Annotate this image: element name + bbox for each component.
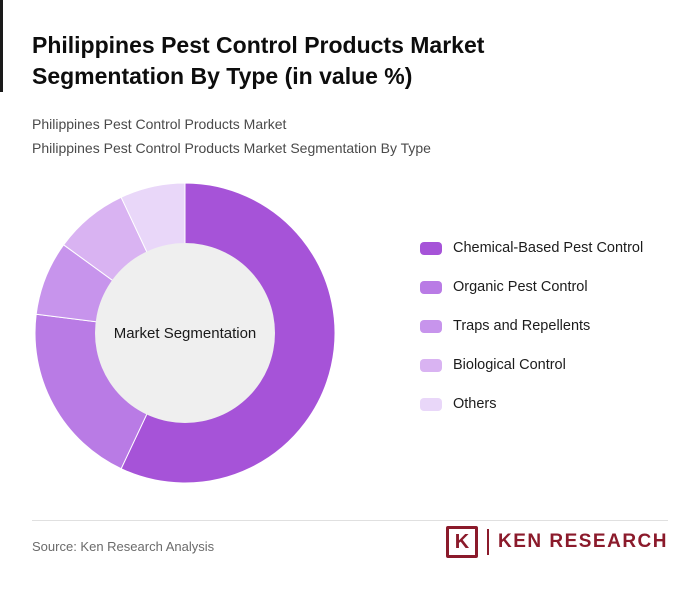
subtitle-line-2: Philippines Pest Control Products Market… [32,139,431,156]
donut-chart-svg [34,182,336,484]
legend-swatch-chemical [420,241,442,255]
legend-item-traps: Traps and Repellents [420,318,643,334]
chart-legend: Chemical-Based Pest Control Organic Pest… [420,240,643,412]
footer-divider [32,520,668,521]
subtitle-line-1: Philippines Pest Control Products Market [32,116,287,132]
legend-item-organic: Organic Pest Control [420,279,643,295]
legend-item-chemical: Chemical-Based Pest Control [420,240,643,256]
legend-swatch-biological [420,358,442,372]
legend-swatch-traps [420,319,442,333]
page-title: Philippines Pest Control Products Market… [32,32,485,90]
legend-label-traps: Traps and Repellents [453,318,591,334]
left-accent-bar [0,0,3,92]
legend-label-others: Others [453,396,497,412]
legend-label-chemical: Chemical-Based Pest Control [453,240,644,256]
logo-wordmark: KEN RESEARCH [497,531,668,552]
ken-research-logo: K KEN RESEARCH [445,526,668,558]
legend-item-others: Others [420,396,643,412]
legend-swatch-organic [420,280,442,294]
legend-label-biological: Biological Control [453,357,566,373]
legend-item-biological: Biological Control [420,357,643,373]
logo-separator [486,529,489,555]
subtitle-block: Philippines Pest Control Products Market… [32,114,652,161]
logo-k-mark: K [445,526,478,558]
source-text: Source: Ken Research Analysis [32,539,215,554]
legend-label-organic: Organic Pest Control [453,279,588,295]
donut-inner-circle [95,243,275,423]
donut-chart [33,181,337,485]
legend-swatch-others [420,397,442,411]
